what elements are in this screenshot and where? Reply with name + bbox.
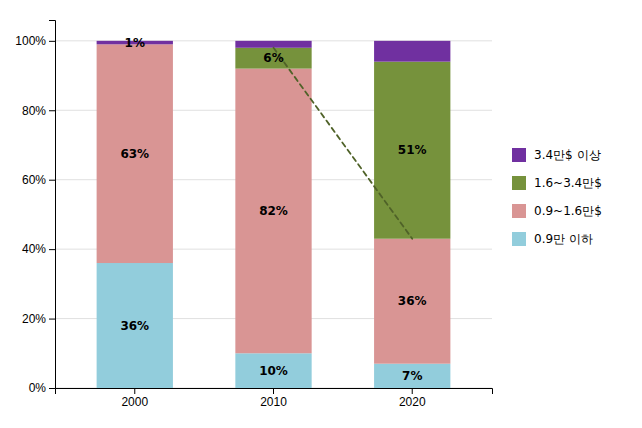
bar <box>374 62 450 239</box>
bar <box>235 353 311 388</box>
legend: 3.4만$ 이상 1.6~3.4만$ 0.9~1.6만$ 0.9만 이하 <box>512 148 602 246</box>
x-tick: 2020 <box>399 388 426 409</box>
bar <box>374 239 450 364</box>
x-tick-label: 2000 <box>121 395 148 409</box>
legend-item: 0.9~1.6만$ <box>512 204 602 218</box>
y-axis-line <box>49 21 56 389</box>
y-tick-mark <box>49 388 55 389</box>
y-tick-label: 20% <box>22 312 46 326</box>
bar <box>235 69 311 354</box>
data-label: 1% <box>125 36 145 50</box>
x-tick-mark <box>412 388 413 394</box>
grid <box>55 41 492 388</box>
reference-line <box>274 48 413 239</box>
y-tick: 100% <box>15 34 55 48</box>
marks <box>97 41 451 388</box>
y-tick-mark <box>49 110 55 111</box>
legend-item: 0.9만 이하 <box>512 232 593 246</box>
x-tick: 2010 <box>260 388 287 409</box>
data-label: 36% <box>398 294 427 308</box>
x-tick-mark <box>273 388 274 394</box>
data-label: 10% <box>259 364 288 378</box>
x-tick-label: 2010 <box>260 395 287 409</box>
bar <box>374 364 450 388</box>
y-tick-label: 0% <box>29 381 47 395</box>
y-tick-label: 100% <box>15 34 46 48</box>
plot: 36% 10% 7% 63% 82% 36% 6% 51% 1% 0% 20% 40% 60% 80% 10… <box>15 21 492 409</box>
legend-swatch <box>512 232 526 246</box>
data-labels: 36% 10% 7% 63% 82% 36% 6% 51% 1% <box>120 36 426 383</box>
x-tick: 2000 <box>121 388 148 409</box>
y-tick-label: 40% <box>22 242 46 256</box>
x-tick-label: 2020 <box>399 395 426 409</box>
x-tick-mark <box>134 388 135 394</box>
legend-label: 0.9만 이하 <box>534 232 593 246</box>
series <box>235 48 450 239</box>
data-label: 36% <box>120 319 149 333</box>
legend-label: 0.9~1.6만$ <box>534 204 602 218</box>
data-label: 7% <box>402 369 422 383</box>
data-label: 51% <box>398 143 427 157</box>
y-tick-label: 60% <box>22 173 46 187</box>
legend-label: 3.4만$ 이상 <box>534 148 601 162</box>
data-label: 63% <box>120 147 149 161</box>
legend-item: 3.4만$ 이상 <box>512 148 601 162</box>
x-axis-line <box>56 389 493 395</box>
y-tick: 20% <box>22 312 55 326</box>
legend-swatch <box>512 176 526 190</box>
legend-swatch <box>512 204 526 218</box>
y-tick: 60% <box>22 173 55 187</box>
bar <box>97 44 173 263</box>
data-label: 6% <box>263 51 283 65</box>
legend-swatch <box>512 148 526 162</box>
series <box>97 44 451 363</box>
x-axis: 2000 2010 2020 <box>56 388 493 409</box>
bar <box>374 41 450 62</box>
y-tick: 40% <box>22 242 55 256</box>
y-axis: 0% 20% 40% 60% 80% 100% <box>15 21 55 396</box>
bar <box>235 41 311 48</box>
y-tick-mark <box>49 180 55 181</box>
bar <box>97 263 173 388</box>
y-tick-mark <box>49 41 55 42</box>
y-tick: 0% <box>29 381 55 395</box>
data-label: 82% <box>259 204 288 218</box>
chart: 36% 10% 7% 63% 82% 36% 6% 51% 1% 0% 20% 40% 60% 80% 10… <box>0 0 642 428</box>
y-tick-label: 80% <box>22 104 46 118</box>
y-tick: 80% <box>22 104 55 118</box>
bar <box>235 48 311 69</box>
legend-label: 1.6~3.4만$ <box>534 176 602 190</box>
y-tick-mark <box>49 319 55 320</box>
legend-item: 1.6~3.4만$ <box>512 176 602 190</box>
y-tick-mark <box>49 249 55 250</box>
